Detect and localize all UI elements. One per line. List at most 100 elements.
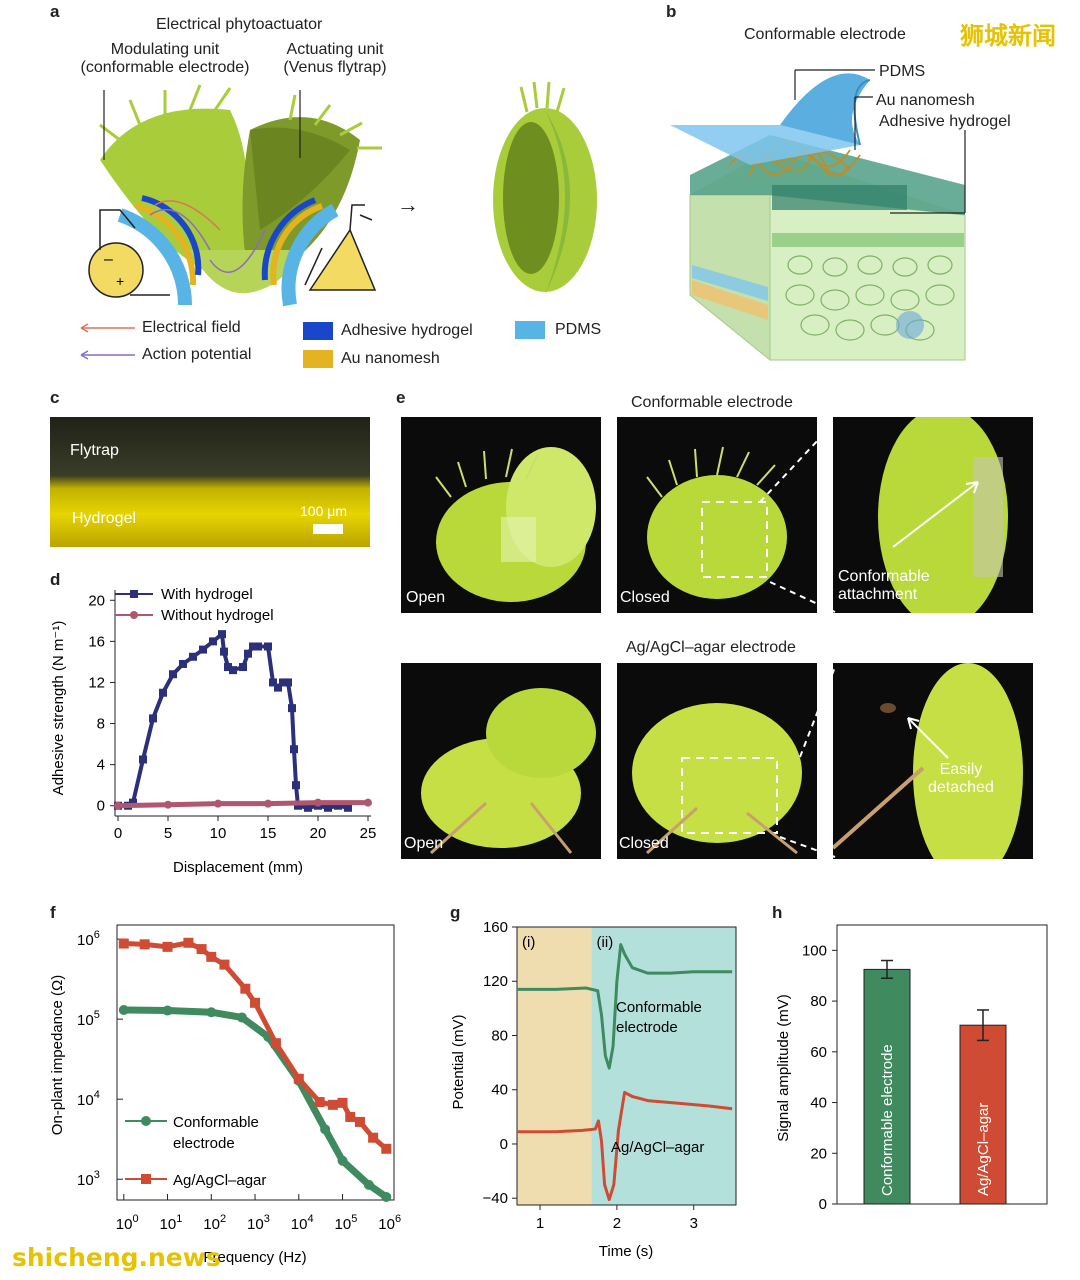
d-point-with-hydrogel: [294, 801, 302, 810]
f-y-tick-label: 105: [77, 1009, 100, 1029]
f-x-tick-label: 106: [378, 1213, 401, 1233]
g-y-tick-label: 160: [483, 919, 508, 936]
f-point-agar: [219, 959, 230, 970]
flytrap-diagram: –+: [88, 84, 382, 307]
h-y-tick-label: 60: [810, 1044, 827, 1061]
d-point-without-hydrogel: [114, 801, 122, 810]
d-point-without-hydrogel: [164, 800, 172, 809]
chart-f-ylabel: On-plant impedance (Ω): [49, 975, 66, 1135]
f-point-conformable: [337, 1155, 348, 1166]
legend-f-agar: Ag/AgCl–agar: [173, 1172, 266, 1189]
e-bottom-title: Ag/AgCl–agar electrode: [626, 639, 796, 656]
f-point-agar: [139, 939, 150, 950]
g-region-label: (ii): [597, 934, 614, 951]
g-region-0: [517, 927, 592, 1205]
legend-electrical-field: Electrical field: [142, 319, 241, 336]
legend-au-nanomesh: Au nanomesh: [341, 350, 440, 367]
panel-label-b: b: [666, 2, 677, 21]
g-x-tick-label: 3: [690, 1215, 698, 1232]
f-point-agar: [196, 944, 207, 955]
g-region-label: (i): [522, 934, 535, 951]
d-x-tick-label: 15: [260, 825, 277, 842]
d-point-with-hydrogel: [304, 803, 312, 812]
d-x-tick-label: 5: [164, 825, 172, 842]
d-point-with-hydrogel: [292, 781, 300, 790]
d-point-with-hydrogel: [179, 659, 187, 668]
d-point-with-hydrogel: [239, 663, 247, 672]
chart-g-ylabel: Potential (mV): [450, 1014, 467, 1109]
g-label-conformable-1: Conformable: [616, 999, 702, 1016]
photo-agar-closed: Closed: [617, 663, 817, 859]
d-x-tick-label: 10: [210, 825, 227, 842]
f-x-tick-label: 100: [116, 1213, 139, 1233]
d-x-tick-label: 20: [310, 825, 327, 842]
f-point-agar: [327, 1099, 338, 1110]
chart-g: Potential (mV) Time (s) (i) (ii) 1 2 3 −40 0 4…: [450, 919, 737, 1260]
d-y-tick-label: 0: [97, 798, 105, 815]
f-x-tick-label: 102: [203, 1213, 226, 1233]
closed-trap-illustration: [493, 81, 597, 295]
legend-arrows: [80, 323, 135, 360]
photo-agar-zoom: Easily detached: [833, 663, 1033, 859]
g-label-conformable-2: electrode: [616, 1019, 678, 1036]
d-point-with-hydrogel: [344, 803, 352, 812]
e-top-title: Conformable electrode: [631, 394, 793, 411]
chart-d-xlabel: Displacement (mm): [173, 859, 303, 876]
legend-adhesive-hydrogel: Adhesive hydrogel: [341, 322, 473, 339]
d-point-without-hydrogel: [264, 799, 272, 808]
g-x-tick-label: 1: [536, 1215, 544, 1232]
g-series-line-1: [517, 1090, 733, 1202]
f-point-conformable: [320, 1124, 331, 1135]
f-point-agar: [368, 1132, 379, 1143]
d-point-with-hydrogel: [254, 642, 262, 651]
g-region-1: [591, 927, 736, 1205]
photo-conformable-open: Open: [401, 417, 601, 613]
d-y-tick-label: 16: [88, 633, 105, 650]
h-bar-label-1: Ag/AgCl–agar: [975, 1103, 992, 1196]
f-x-tick-label: 104: [291, 1213, 314, 1233]
d-point-with-hydrogel: [274, 683, 282, 692]
electrode-layer-diagram: [670, 69, 966, 362]
d-y-tick-label: 12: [88, 674, 105, 691]
legend-swatch-hydrogel: [303, 322, 333, 340]
f-point-agar: [250, 997, 261, 1008]
scale-bar-label: 100 μm: [300, 503, 347, 519]
actuating-unit-label: Actuating unit (Venus flytrap): [283, 41, 387, 76]
h-bar-label-0: Conformable electrode: [879, 1044, 896, 1196]
d-x-tick-label: 25: [360, 825, 377, 842]
g-label-agar: Ag/AgCl–agar: [611, 1139, 704, 1156]
d-y-tick-label: 4: [97, 757, 105, 774]
f-point-conformable: [118, 1005, 129, 1016]
d-point-with-hydrogel: [129, 798, 137, 807]
micrograph-hydrogel-label: Hydrogel: [72, 510, 137, 527]
h-y-tick-label: 40: [810, 1095, 827, 1112]
chart-g-xlabel: Time (s): [599, 1243, 653, 1260]
label-open-2: Open: [404, 835, 444, 852]
panel-label-g: g: [450, 903, 461, 922]
d-point-with-hydrogel: [169, 670, 177, 679]
f-point-agar: [354, 1116, 365, 1127]
d-point-with-hydrogel: [159, 688, 167, 697]
d-x-tick-label: 0: [114, 825, 122, 842]
zoom-connector-lines: [760, 421, 836, 858]
f-point-agar: [381, 1143, 392, 1154]
panel-label-e: e: [396, 388, 406, 407]
f-point-agar: [183, 937, 194, 948]
svg-text:+: +: [116, 273, 124, 289]
h-y-tick-label: 100: [802, 942, 827, 959]
panel-label-c: c: [50, 388, 60, 407]
h-y-tick-label: 20: [810, 1145, 827, 1162]
f-point-agar: [206, 951, 217, 962]
h-bar-0: [863, 968, 911, 1205]
d-point-without-hydrogel: [214, 799, 222, 808]
scale-bar: [313, 524, 343, 534]
d-point-with-hydrogel: [139, 755, 147, 764]
f-point-agar: [270, 1038, 281, 1049]
electrode-title: Conformable electrode: [744, 26, 906, 43]
d-y-tick-label: 20: [88, 592, 105, 609]
legend-pdms: PDMS: [555, 321, 602, 338]
f-frame: [116, 924, 395, 1201]
legend-f-conformable-2: electrode: [173, 1135, 235, 1152]
legend-swatch-pdms: [515, 321, 545, 339]
f-point-conformable: [206, 1007, 217, 1018]
